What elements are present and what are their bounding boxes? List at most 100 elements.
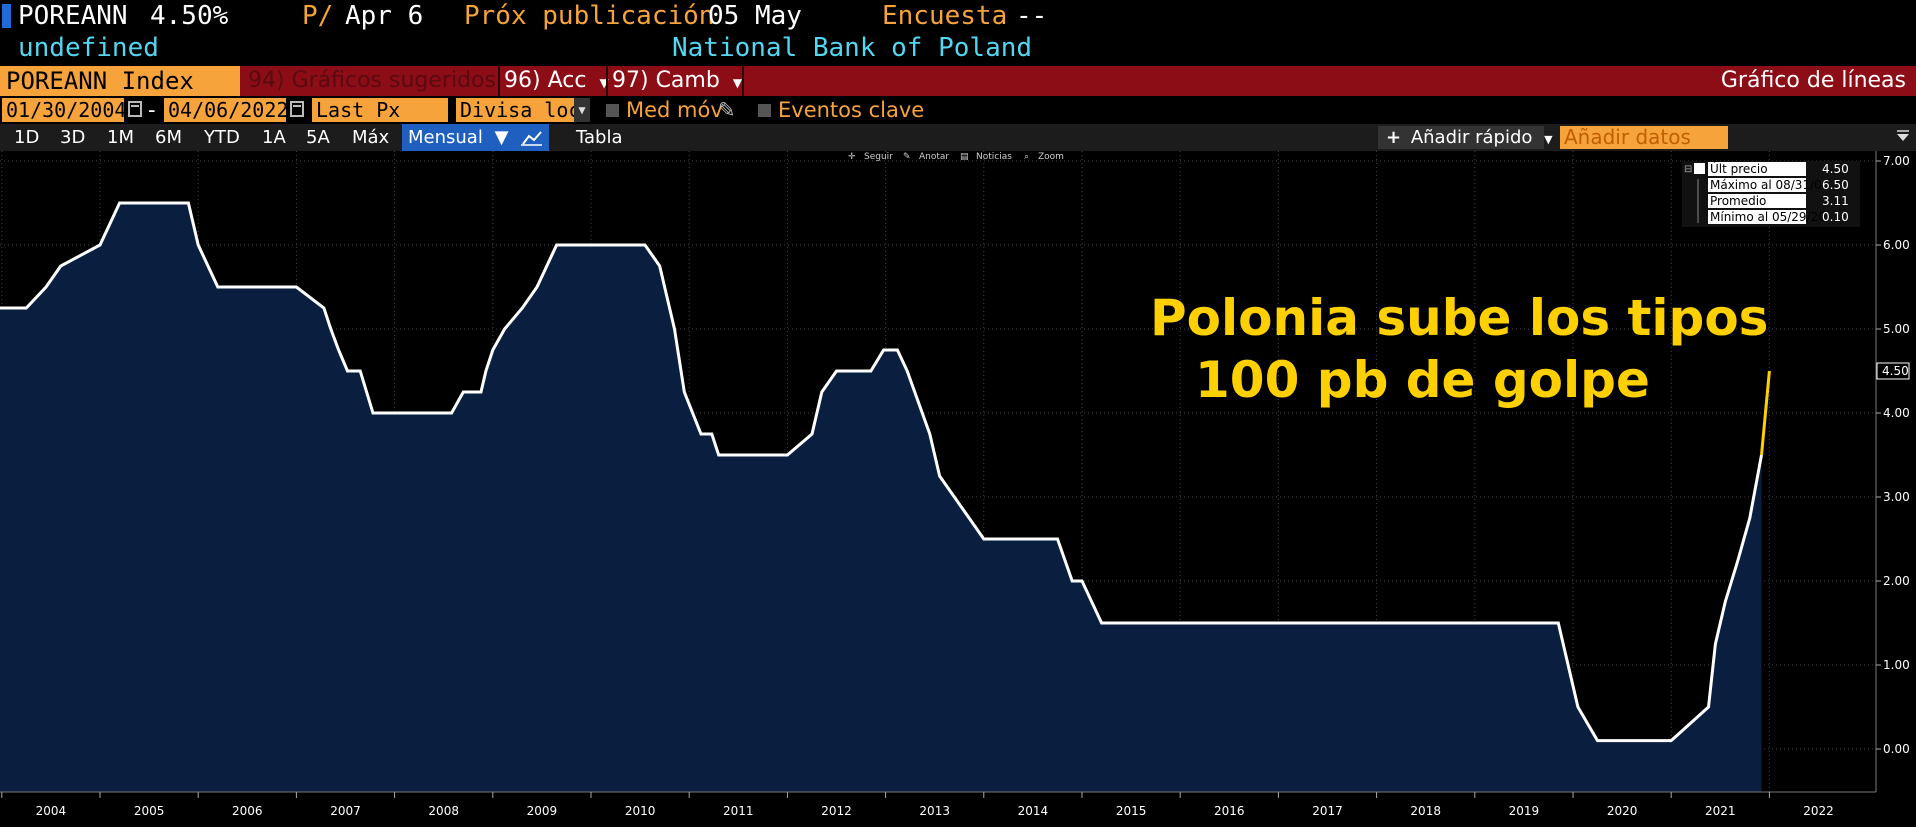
y-tick-label: 6.00: [1883, 238, 1910, 252]
frequency-select[interactable]: Mensual ▼: [402, 124, 515, 151]
line-chart[interactable]: 7.006.005.004.003.002.001.000.00 2004 200…: [0, 151, 1916, 827]
suggested-charts-button[interactable]: 94) Gráficos sugeridos: [248, 68, 496, 93]
last-value: 4.50%: [150, 1, 229, 31]
toolbar-divider: [742, 66, 744, 96]
key-events-checkbox[interactable]: [758, 104, 771, 117]
y-axis: 7.00 6.00 5.00 4.00 3.00 2.00 1.00 0.00: [1876, 154, 1910, 756]
filter-icon[interactable]: [1896, 129, 1910, 145]
y-tick-label: 4.00: [1883, 406, 1910, 420]
security-marker: [2, 4, 11, 28]
plus-icon: +: [1386, 127, 1402, 148]
y-tick-label: 0.00: [1883, 742, 1910, 756]
x-tick-label: 2006: [232, 804, 263, 818]
period-button[interactable]: 6M: [155, 127, 182, 148]
table-button[interactable]: Tabla: [576, 127, 623, 148]
edit-button[interactable]: 97) Camb ▼: [612, 66, 742, 96]
actions-button[interactable]: 96) Acc ▼: [504, 66, 609, 96]
y-tick-label: 3.00: [1883, 490, 1910, 504]
collapse-icon[interactable]: ⊟: [1684, 164, 1692, 175]
series-area: [0, 203, 1762, 792]
legend-value: 4.50: [1822, 162, 1849, 176]
next-release-label: Próx publicación: [464, 1, 715, 31]
x-tick-label: 2021: [1705, 804, 1736, 818]
period-button[interactable]: 1M: [107, 127, 134, 148]
calendar-icon[interactable]: [290, 101, 304, 117]
x-tick-label: 2018: [1410, 804, 1441, 818]
x-tick-label: 2005: [134, 804, 165, 818]
y-tick-label: 7.00: [1883, 154, 1910, 168]
news-tool[interactable]: Noticias: [976, 152, 1012, 162]
x-tick-label: 2004: [36, 804, 67, 818]
last-value-badge-box: [1876, 362, 1910, 380]
x-tick-label: 2011: [723, 804, 754, 818]
last-value-badge: 4.50: [1876, 362, 1910, 380]
chevron-down-icon: ▼: [494, 127, 509, 148]
x-axis: 2004 2005 2006 2007 2008 2009 2010 2011 2012 2013…: [1, 792, 1834, 818]
pencil-icon[interactable]: ✎: [718, 98, 736, 122]
x-tick-label: 2013: [919, 804, 950, 818]
field-select[interactable]: Last Px: [312, 98, 448, 122]
y-tick-label: 1.00: [1883, 658, 1910, 672]
period-button[interactable]: 1A: [262, 127, 286, 148]
period-button[interactable]: 3D: [60, 127, 86, 148]
legend-label-bg: [1708, 162, 1806, 176]
crosshair-icon[interactable]: ✛: [848, 152, 856, 162]
annotation-line-1: Polonia sube los tipos: [1150, 289, 1768, 347]
line-chart-button[interactable]: [513, 124, 549, 151]
zoom-tool[interactable]: Zoom: [1038, 152, 1064, 162]
toolbar-divider: [606, 66, 608, 96]
period-button[interactable]: Máx: [352, 127, 390, 148]
period-button[interactable]: 5A: [306, 127, 330, 148]
news-icon[interactable]: ▤: [960, 152, 969, 162]
x-tick-label: 2016: [1214, 804, 1245, 818]
edit-label: 97) Camb: [612, 68, 720, 93]
period-button[interactable]: 1D: [14, 127, 40, 148]
add-data-input[interactable]: Añadir datos: [1560, 126, 1728, 149]
chevron-down-icon[interactable]: ▼: [574, 98, 590, 122]
follow-tool[interactable]: Seguir: [864, 152, 893, 162]
annotation-line-2: 100 pb de golpe: [1195, 351, 1650, 409]
prev-release-label: P/: [302, 1, 334, 31]
security-field[interactable]: POREANN Index: [0, 66, 240, 96]
moving-average-checkbox[interactable]: [606, 104, 619, 117]
next-release-date: 05 May: [708, 1, 802, 31]
legend-value: 6.50: [1822, 178, 1849, 192]
function-bar: POREANN Index 94) Gráficos sugeridos 96)…: [0, 66, 1916, 96]
quick-add-label: Añadir rápido: [1410, 127, 1533, 148]
end-date-field[interactable]: 04/06/2022: [164, 98, 286, 122]
sub-left-label: undefined: [18, 33, 159, 63]
survey-value: --: [1016, 1, 1048, 31]
pencil-icon[interactable]: ✎: [903, 152, 911, 162]
date-options-row: 01/30/2004 - 04/06/2022 Last Px Divisa l…: [0, 97, 1916, 124]
series-last-move: [1760, 370, 1771, 456]
chart-type-title: Gráfico de líneas: [1720, 68, 1906, 93]
last-value-badge-text: 4.50: [1882, 364, 1909, 378]
start-date-field[interactable]: 01/30/2004: [2, 98, 124, 122]
quick-add-button[interactable]: + Añadir rápido ▼: [1378, 126, 1553, 149]
legend-swatch: [1694, 163, 1705, 174]
legend-label-bg: [1708, 194, 1806, 208]
line-chart-icon: [521, 131, 542, 146]
currency-select[interactable]: Divisa local: [456, 98, 574, 122]
calendar-icon[interactable]: [128, 101, 142, 117]
x-tick-label: 2007: [330, 804, 361, 818]
x-tick-label: 2019: [1509, 804, 1540, 818]
legend-value: 0.10: [1822, 210, 1849, 224]
survey-label: Encuesta: [882, 1, 1008, 31]
actions-label: 96) Acc: [504, 68, 587, 93]
legend-label-bg: [1708, 178, 1806, 192]
x-tick-label: 2017: [1312, 804, 1343, 818]
ticker-label: POREANN: [18, 1, 128, 31]
annotate-tool[interactable]: Anotar: [919, 152, 949, 162]
legend: ⊟ Últ precio 4.50 Máximo al 08/31/04 6.5…: [1682, 161, 1860, 227]
period-button[interactable]: YTD: [204, 127, 240, 148]
prev-release-date: Apr 6: [345, 1, 424, 31]
x-tick-label: 2012: [821, 804, 852, 818]
zoom-icon[interactable]: ⌕: [1024, 152, 1029, 162]
legend-label: Últ precio: [1710, 161, 1768, 176]
x-tick-label: 2020: [1607, 804, 1638, 818]
key-events-label: Eventos clave: [778, 98, 925, 122]
header-row-source: undefined National Bank of Poland: [0, 32, 1916, 64]
y-tick-label: 2.00: [1883, 574, 1910, 588]
x-tick-label: 2008: [428, 804, 459, 818]
